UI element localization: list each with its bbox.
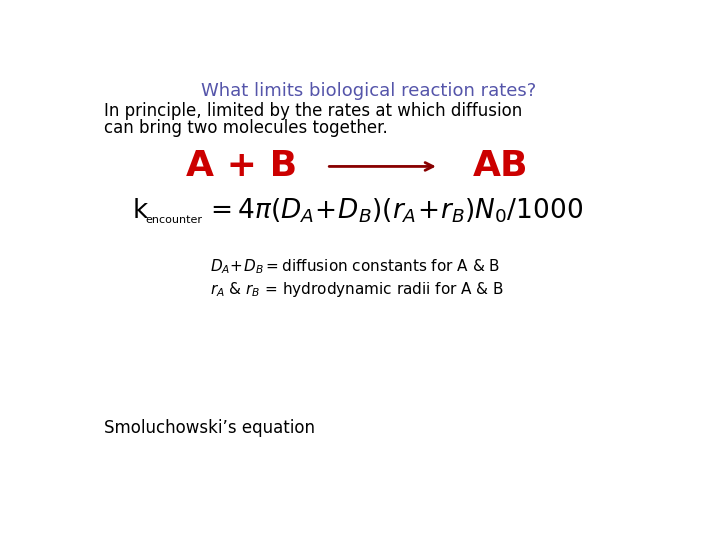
Text: AB: AB bbox=[473, 150, 528, 184]
Text: $= 4\pi(D_A\!+\!D_B)(r_A\!+\!r_B)N_0/1000$: $= 4\pi(D_A\!+\!D_B)(r_A\!+\!r_B)N_0/100… bbox=[204, 197, 583, 225]
Text: $r_A$ & $r_B$ = hydrodynamic radii for A & B: $r_A$ & $r_B$ = hydrodynamic radii for A… bbox=[210, 280, 504, 299]
Text: $D_A\!+\!D_B$$ = $diffusion constants for A & B: $D_A\!+\!D_B$$ = $diffusion constants fo… bbox=[210, 257, 500, 276]
Text: In principle, limited by the rates at which diffusion: In principle, limited by the rates at wh… bbox=[104, 102, 522, 120]
Text: Smoluchowski’s equation: Smoluchowski’s equation bbox=[104, 419, 315, 437]
Text: A + B: A + B bbox=[186, 150, 297, 184]
Text: encounter: encounter bbox=[145, 215, 203, 225]
Text: can bring two molecules together.: can bring two molecules together. bbox=[104, 119, 387, 137]
Text: k: k bbox=[132, 198, 148, 224]
Text: What limits biological reaction rates?: What limits biological reaction rates? bbox=[202, 82, 536, 100]
